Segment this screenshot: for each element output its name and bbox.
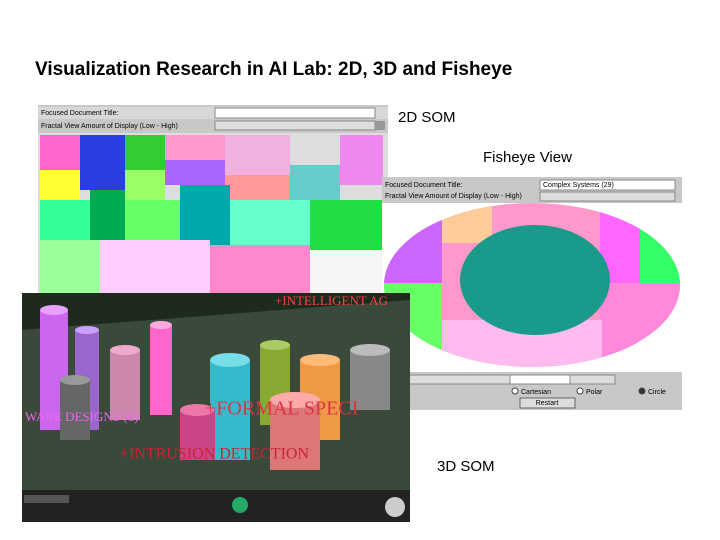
fisheye-fractal-label: Fractal View Amount of Display (Low - Hi… — [385, 193, 522, 200]
restart-label[interactable]: Restart — [536, 400, 559, 407]
som2d-screenshot: Focused Document Title: Fractal View Amo… — [38, 105, 388, 300]
scene-label: +INTELLIGENT AG — [275, 293, 388, 308]
fisheye-focused-value: Complex Systems (29) — [543, 182, 614, 189]
fisheye-label: Fisheye View — [483, 149, 572, 166]
som3d-label: 3D SOM — [437, 458, 495, 475]
scene-label: WARE DESIGNS (6) — [25, 409, 138, 424]
restart-button[interactable] — [519, 397, 576, 409]
fisheye-option[interactable]: Circle — [648, 389, 666, 396]
som2d-fractal-label: Fractal View Amount of Display (Low - Hi… — [41, 123, 178, 130]
fisheye-option[interactable]: Cartesian — [521, 389, 551, 396]
fisheye-screenshot: Focused Document Title: Complex Systems … — [382, 177, 682, 410]
scene-label: +FORMAL SPECI — [205, 398, 358, 420]
scene-label: +INTRUSION DETECTION — [120, 446, 309, 463]
som3d-screenshot: +INTELLIGENT AG +FORMAL SPECI +INTRUSION… — [22, 293, 410, 522]
fisheye-option[interactable]: Polar — [586, 389, 603, 396]
fisheye-focused-label: Focused Document Title: — [385, 182, 462, 189]
som2d-focused-label: Focused Document Title: — [41, 110, 118, 117]
som2d-label: 2D SOM — [398, 109, 456, 126]
slide-title: Visualization Research in AI Lab: 2D, 3D… — [35, 59, 512, 80]
